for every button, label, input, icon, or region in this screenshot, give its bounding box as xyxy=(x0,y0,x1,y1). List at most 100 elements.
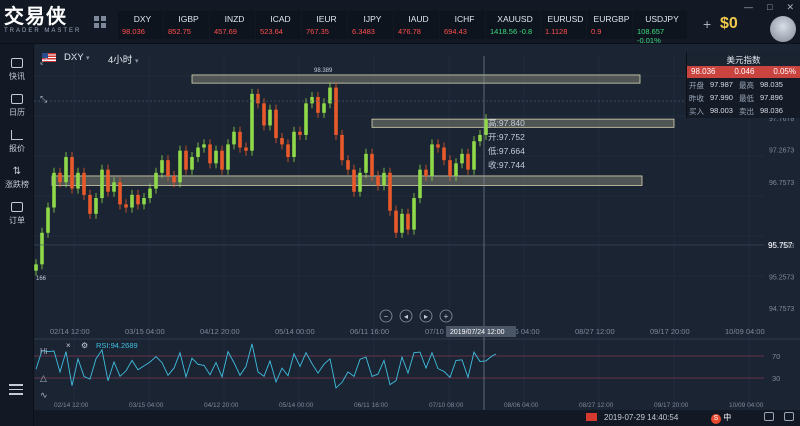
ticker-inzd[interactable]: INZD 457.69 xyxy=(210,11,255,39)
newsflash-icon xyxy=(11,58,23,68)
ticker-ichf[interactable]: ICHF 694.43 xyxy=(440,11,485,39)
sidebar-item-orders[interactable]: 订单 xyxy=(0,202,34,226)
candle xyxy=(214,150,218,164)
sidebar-item-quotes[interactable]: 报价 xyxy=(0,130,34,154)
ticker-ieur[interactable]: IEUR 767.35 xyxy=(302,11,347,39)
quote-label: 买入 xyxy=(689,107,704,116)
candle xyxy=(88,194,92,214)
timeframe-selector[interactable]: 4小时 ▾ xyxy=(108,52,138,66)
ticker-dxy[interactable]: DXY 98.036 xyxy=(118,11,163,39)
candle xyxy=(100,169,104,199)
ticker-symbol: USDJPY xyxy=(645,14,679,24)
time-axis-label: 04/12 20:00 xyxy=(204,402,239,409)
wave-icon: ∿ xyxy=(40,390,48,400)
ticker-xauusd[interactable]: XAUUSD 1418.56 -0.8 xyxy=(486,11,540,39)
zone-box xyxy=(51,175,643,186)
candle xyxy=(244,147,248,151)
ticker-eurusd[interactable]: EURUSD 1.1128 xyxy=(541,11,586,39)
candle xyxy=(418,169,422,199)
rsi-level-label: 30 xyxy=(772,374,780,383)
menu-icon[interactable] xyxy=(9,384,23,395)
ticker-icad[interactable]: ICAD 523.64 xyxy=(256,11,301,39)
candle xyxy=(34,264,38,271)
quote-row: 昨收 97.990 最低 97.896 xyxy=(687,91,800,104)
support-resistance-boxes xyxy=(51,74,675,186)
time-axis-label: 02/14 12:00 xyxy=(50,327,90,336)
zone-box xyxy=(371,118,675,128)
time-axis-label: 08/06 04:00 xyxy=(500,327,540,336)
ime-indicator[interactable]: S 中 xyxy=(711,412,731,424)
avatar[interactable] xyxy=(770,16,796,42)
ticker-iaud[interactable]: IAUD 476.78 xyxy=(394,11,439,39)
balance[interactable]: $0 xyxy=(720,15,738,32)
quote-change: 0.046 xyxy=(734,67,755,76)
ticker-value: 694.43 xyxy=(444,27,467,36)
candle xyxy=(190,157,194,170)
time-axis-label: 04/12 20:00 xyxy=(200,327,240,336)
ticker-symbol: DXY xyxy=(133,14,152,24)
add-icon[interactable]: + xyxy=(703,16,712,32)
window-controls: — □ ✕ xyxy=(744,2,794,13)
logo-text: 交易侠 xyxy=(4,6,67,28)
candle xyxy=(208,144,212,164)
price-axis-label: 96.7573 xyxy=(769,180,794,187)
time-axis-label: 02/14 12:00 xyxy=(54,402,89,409)
candle xyxy=(370,153,374,176)
candle xyxy=(160,160,164,173)
top-bar: 交易侠 TRADER MASTER DXY 98.036 IGBP 852.75 INZ… xyxy=(0,0,800,45)
candle xyxy=(40,232,44,265)
minimize-button[interactable]: — xyxy=(744,2,754,12)
apps-grid-icon[interactable] xyxy=(94,16,106,28)
quote-row: 买入 98.003 卖出 98.036 xyxy=(687,104,800,117)
candle xyxy=(358,172,362,192)
candle xyxy=(196,147,200,158)
quote-label: 卖出 xyxy=(739,107,754,116)
sidebar-item-rankings[interactable]: ⇅ 涨跌榜 xyxy=(0,166,34,190)
time-axis-label: 07/10 08:00 xyxy=(425,327,465,336)
quote-label: 最高 xyxy=(739,81,754,90)
candle xyxy=(268,109,272,126)
ticker-symbol: EURUSD xyxy=(547,14,584,24)
candle xyxy=(424,169,428,176)
time-axis-label: 05/14 00:00 xyxy=(279,402,314,409)
mute-icon[interactable] xyxy=(784,412,794,421)
candle xyxy=(220,150,224,170)
sidebar-item-calendar[interactable]: 日历 xyxy=(0,94,34,118)
maximize-button[interactable]: □ xyxy=(767,2,773,12)
ticker-igbp[interactable]: IGBP 852.75 xyxy=(164,11,209,39)
logo-subtitle: TRADER MASTER xyxy=(4,28,82,34)
ticker-ijpy[interactable]: IJPY 6.3483 xyxy=(348,11,393,39)
chevron-down-icon: ▾ xyxy=(86,55,90,62)
status-icons xyxy=(764,412,800,421)
ticker-symbol: XAUUSD xyxy=(497,14,533,24)
candle xyxy=(346,160,350,170)
candle xyxy=(304,103,308,135)
ticker-symbol: IGBP xyxy=(178,14,199,24)
candle xyxy=(226,144,230,170)
symbol-selector[interactable]: DXY ▾ xyxy=(64,52,90,63)
candle xyxy=(106,169,110,192)
candle xyxy=(454,163,458,176)
time-axis-label: 06/11 16:00 xyxy=(350,327,389,336)
timeframe-label: 4小时 xyxy=(108,55,133,66)
zoom-control-icon xyxy=(419,309,433,323)
time-axis-label: 03/15 04:00 xyxy=(125,327,165,336)
close-button[interactable]: ✕ xyxy=(786,2,794,12)
candle xyxy=(232,131,236,145)
candle xyxy=(94,198,98,214)
candle xyxy=(460,153,464,164)
sogou-icon: S xyxy=(711,414,721,424)
status-bar: 2019-07-29 14:40:54 S 中 xyxy=(34,410,800,426)
ticker-usdjpy[interactable]: USDJPY 108.657 -0.01% xyxy=(633,11,687,45)
candle xyxy=(406,213,410,230)
quote-price-bar: 98.036 0.046 0.05% xyxy=(687,66,800,78)
candle xyxy=(178,150,182,183)
sidebar-item-newsflash[interactable]: 快讯 xyxy=(0,58,34,82)
ticker-eurgbp[interactable]: EURGBP 0.9 xyxy=(587,11,632,39)
camera-icon[interactable] xyxy=(764,412,774,421)
time-axis-label: 10/09 04:00 xyxy=(729,402,764,409)
time-axis-label: 09/17 20:00 xyxy=(650,327,690,336)
candlestick-series xyxy=(34,82,488,276)
time-axis-label: 08/27 12:00 xyxy=(575,327,615,336)
